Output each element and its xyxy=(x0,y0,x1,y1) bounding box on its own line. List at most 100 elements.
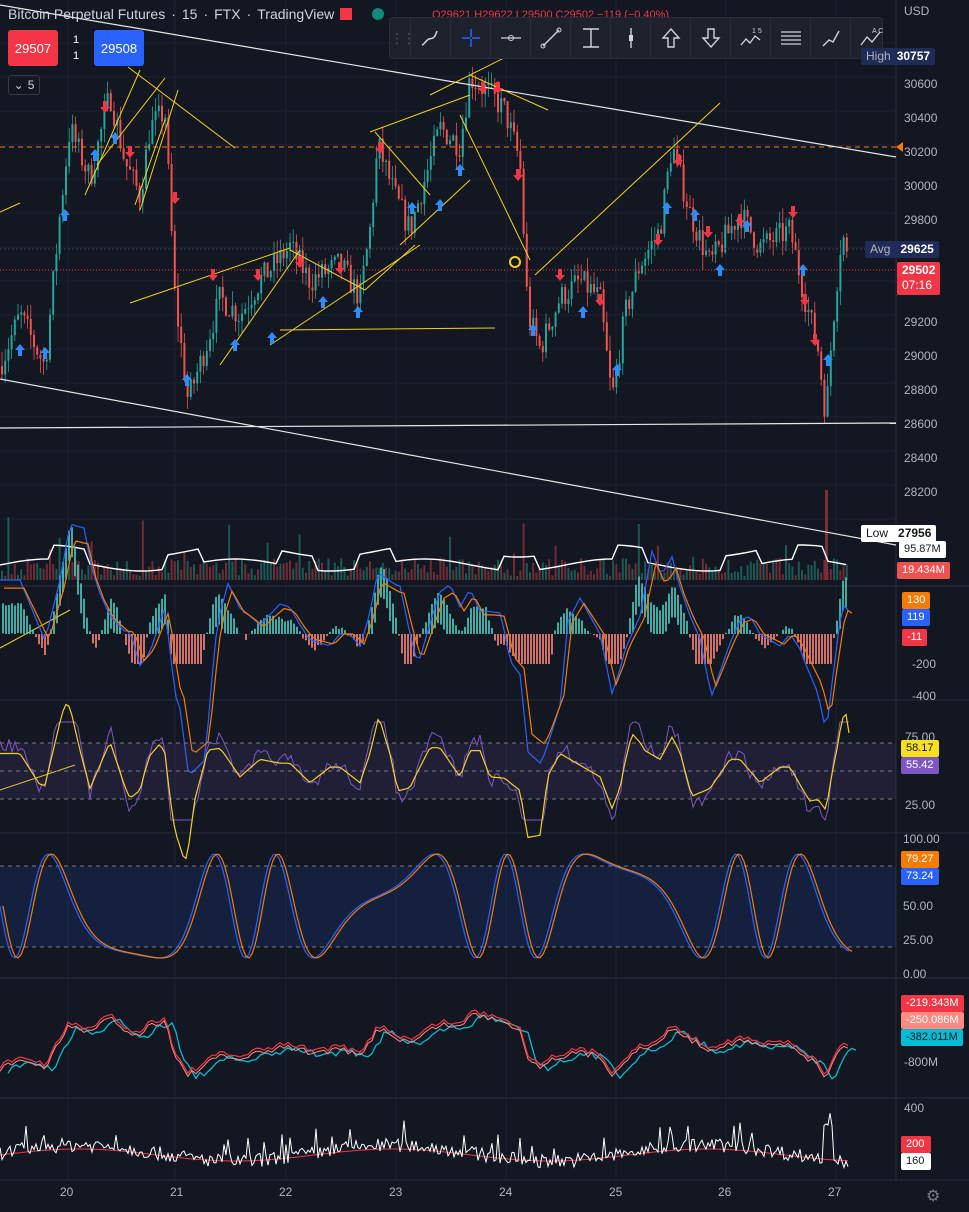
candle-body xyxy=(522,168,525,235)
drawing-line xyxy=(399,179,471,246)
candle-body xyxy=(317,274,320,278)
candle-body xyxy=(826,386,829,417)
volume-bar xyxy=(356,561,359,580)
candle-body xyxy=(289,242,291,251)
candle-body xyxy=(180,326,183,344)
volume-bar xyxy=(276,566,279,580)
volume-bar xyxy=(509,575,512,580)
candle-body xyxy=(564,287,567,304)
candle-body xyxy=(231,305,234,317)
volume-bar xyxy=(845,564,848,580)
volume-bar xyxy=(420,568,423,580)
gear-icon[interactable]: ⚙ xyxy=(926,1188,941,1205)
volume-bar xyxy=(113,575,115,580)
candle-body xyxy=(445,129,448,145)
macd-histogram-bar xyxy=(674,587,676,618)
candle-body xyxy=(474,87,477,89)
volume-bar xyxy=(266,542,269,580)
order-marker xyxy=(896,142,903,152)
volume-bar xyxy=(673,572,675,580)
lines-icon[interactable] xyxy=(770,18,810,58)
volume-bar xyxy=(522,523,525,580)
brush-icon[interactable] xyxy=(410,18,450,58)
candle-body xyxy=(689,206,691,208)
volume-bar xyxy=(493,564,496,580)
macd-histogram-bar xyxy=(197,634,199,664)
buy-signal-arrow xyxy=(823,354,833,366)
macd-histogram-bar xyxy=(62,562,64,593)
volume-bar xyxy=(445,566,448,580)
time-tick: 23 xyxy=(389,1185,403,1199)
macd-histogram-bar xyxy=(506,634,508,646)
volume-bar xyxy=(455,566,458,580)
volume-bar xyxy=(602,559,605,580)
macd-histogram-bar xyxy=(539,634,541,664)
candle-body xyxy=(369,226,371,250)
symbol-name[interactable]: Bitcoin Perpetual Futures xyxy=(8,6,166,22)
candle-body xyxy=(276,253,279,264)
macd-histogram-bar xyxy=(710,634,712,664)
macd-histogram-bar xyxy=(455,625,457,634)
macd-histogram-bar xyxy=(518,634,520,663)
volume-bar xyxy=(513,553,515,580)
macd-histogram-bar xyxy=(425,622,427,634)
candle-body xyxy=(93,170,96,184)
volume-bar xyxy=(548,559,551,580)
macd-line-label: 119 xyxy=(902,609,930,626)
buy-signal-arrow xyxy=(90,149,100,161)
candle-body xyxy=(17,314,19,320)
candle-body xyxy=(237,320,240,322)
candle-body xyxy=(4,360,7,375)
spread-bottom: 1 xyxy=(72,50,80,62)
macd-histogram-bar xyxy=(206,632,208,634)
macd-histogram-bar xyxy=(755,634,757,639)
macd-histogram-bar xyxy=(449,613,451,634)
volume-bar xyxy=(404,568,407,580)
candle-body xyxy=(836,291,839,322)
macd-histogram-bar xyxy=(446,605,448,634)
drag-handle-icon[interactable]: ⋮⋮ xyxy=(390,29,416,46)
macd-histogram-bar xyxy=(494,634,496,641)
candle-body xyxy=(106,93,109,108)
volume-bar xyxy=(154,575,157,580)
volume-bar xyxy=(490,566,493,580)
wave-15-icon[interactable]: 1 5 xyxy=(730,18,770,58)
candle-body xyxy=(295,241,298,260)
volume-bar xyxy=(212,565,215,580)
sell-button[interactable]: 29507 xyxy=(8,30,58,66)
macd-histogram-bar xyxy=(719,634,721,646)
volume-bar xyxy=(775,558,778,580)
candle-body xyxy=(596,287,599,292)
buy-signal-arrow xyxy=(528,324,538,336)
volume-bar xyxy=(730,573,733,580)
macd-histogram-bar xyxy=(230,613,232,634)
flag-icon[interactable] xyxy=(340,8,353,20)
stoch-tick: 0.00 xyxy=(903,967,927,981)
drawing-line xyxy=(127,66,236,149)
buy-button[interactable]: 29508 xyxy=(94,30,144,66)
wave-abc-icon[interactable]: A C xyxy=(850,18,890,58)
macd-histogram-bar xyxy=(470,608,472,634)
interval[interactable]: 15 xyxy=(181,6,198,22)
candle-body xyxy=(81,138,83,166)
volume-bar xyxy=(164,560,167,580)
macd-histogram-bar xyxy=(677,594,679,625)
quantity-stepper[interactable]: ⌄ 5 xyxy=(8,75,40,95)
crosshair-icon[interactable] xyxy=(450,18,490,58)
buy-signal-arrow xyxy=(798,264,808,276)
vertical-measure-icon[interactable] xyxy=(610,18,650,58)
volume-bar xyxy=(577,572,579,580)
arrow-down-icon[interactable] xyxy=(690,18,730,58)
text-range-icon[interactable] xyxy=(570,18,610,58)
volume-bar xyxy=(199,564,202,580)
macd-histogram-bar xyxy=(170,634,172,655)
dot-line-icon[interactable] xyxy=(490,18,530,58)
macd-tick: -400 xyxy=(912,689,937,703)
path-icon[interactable] xyxy=(810,18,850,58)
macd-histogram-bar xyxy=(767,634,769,646)
arrow-up-icon[interactable] xyxy=(650,18,690,58)
volume-bar xyxy=(81,569,83,580)
macd-histogram-bar xyxy=(584,628,586,634)
trend-line-icon[interactable] xyxy=(530,18,570,58)
